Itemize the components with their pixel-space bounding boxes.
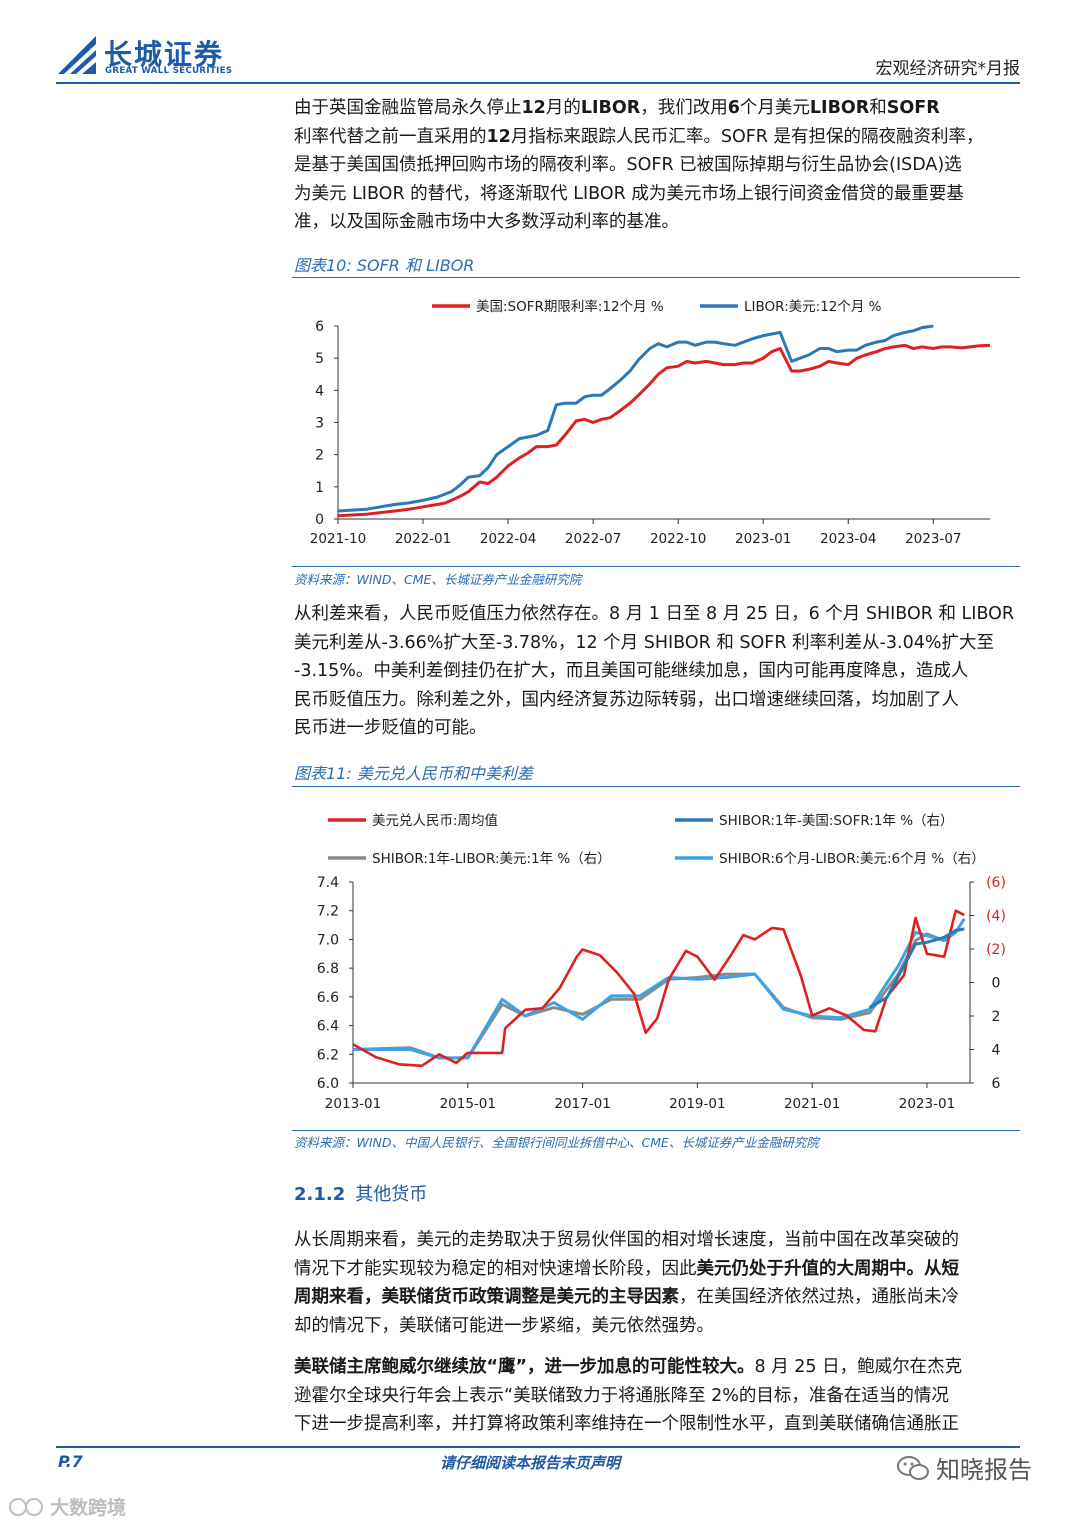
y-tick-label: 5 [315, 351, 324, 367]
y-tick-label: 1 [315, 480, 324, 496]
legend-label: 美国:SOFR期限利率:12个月 % [476, 298, 664, 315]
figure-11-source: 资料来源：WIND、中国人民银行、全国银行间同业拆借中心、CME、长城证券产业金… [294, 1135, 819, 1150]
y-tick-label: 3 [315, 416, 324, 432]
legend-label: SHIBOR:6个月-LIBOR:美元:6个月 %（右） [719, 851, 985, 867]
x-tick-label: 2013-01 [325, 1096, 381, 1112]
x-tick-label: 2021-01 [784, 1096, 840, 1112]
right-tick-label: 6 [992, 1076, 1001, 1092]
left-tick-label: 6.6 [317, 990, 339, 1006]
wechat-name: 知晓报告 [936, 1456, 1032, 1484]
paragraph-libor-replacement: 由于英国金融监管局永久停止12月的LIBOR，我们改用6个月美元LIBOR和SO… [294, 98, 984, 232]
logo-en: GREAT WALL SECURITIES [105, 66, 233, 76]
line-shibor-libor-1y [352, 929, 957, 1060]
footer-rule [56, 1446, 1020, 1448]
x-tick-label: 2022-04 [480, 531, 536, 547]
legend-label: SHIBOR:1年-LIBOR:美元:1年 %（右） [372, 851, 611, 867]
x-tick-label: 2021-10 [310, 531, 366, 547]
x-tick-label: 2023-04 [820, 531, 876, 547]
page-number: P.7 [58, 1452, 83, 1471]
left-tick-label: 6.4 [317, 1019, 339, 1035]
right-tick-label: (2) [986, 942, 1006, 958]
y-tick-label: 0 [315, 512, 324, 528]
series-line-sofr [337, 343, 991, 518]
legend-label: 美元兑人民币:周均值 [372, 813, 498, 829]
chart-usdcny-spread: 6.0 6.2 6.4 6.6 6.8 7.0 7.2 7.4 (6) (4) (2) 0 2 4 6 201… [317, 813, 1006, 1112]
legend-label: LIBOR:美元:12个月 % [744, 299, 882, 315]
left-tick-label: 7.4 [317, 875, 339, 891]
left-tick-label: 6.2 [317, 1047, 339, 1063]
figure-11-title: 图表11: 美元兑人民币和中美利差 [294, 764, 533, 783]
x-tick-label: 2022-07 [565, 531, 621, 547]
figure-10-top-rule [292, 277, 1020, 278]
right-tick-label: 4 [992, 1043, 1001, 1059]
line-shibor-sofr-1y [868, 927, 965, 1009]
paragraph-long-cycle: 从长周期来看，美元的走势取决于贸易伙伴国的相对增长速度，当前中国在改革突破的 情… [294, 1230, 959, 1336]
paragraph-spread: 从利差来看，人民币贬值压力依然存在。8 月 1 日至 8 月 25 日，6 个月… [294, 604, 1015, 738]
legend-label: SHIBOR:1年-美国:SOFR:1年 %（右） [719, 813, 954, 829]
x-tick-label: 2017-01 [554, 1096, 610, 1112]
left-tick-label: 7.2 [317, 904, 339, 920]
x-tick-label: 2023-01 [899, 1096, 955, 1112]
left-tick-label: 6.0 [317, 1076, 339, 1092]
wechat-badge: 知晓报告 [896, 1450, 1032, 1485]
x-tick-label: 2019-01 [669, 1096, 725, 1112]
paragraph-powell: 美联储主席鲍威尔继续放“鹰”，进一步加息的可能性较大。8 月 25 日，鲍威尔在… [294, 1357, 963, 1434]
watermark-logo-icon [9, 1497, 43, 1516]
line-usdcny [352, 909, 965, 1068]
figure-11-top-rule [292, 786, 1020, 787]
left-tick-label: 6.8 [317, 961, 339, 977]
right-tick-label: 2 [992, 1009, 1001, 1025]
watermark-text: 大数跨境 [50, 1497, 127, 1519]
series-line-libor [337, 324, 934, 513]
x-tick-label: 2023-01 [735, 531, 791, 547]
right-tick-label: (6) [986, 875, 1006, 891]
y-tick-label: 6 [315, 319, 324, 335]
footer-notice: 请仔细阅读本报告末页声明 [440, 1454, 621, 1472]
line-shibor-libor-6m [353, 917, 966, 1060]
right-tick-label: (4) [986, 909, 1006, 925]
watermark: 大数跨境 [8, 1493, 126, 1520]
logo-cn: 长城证券 [104, 38, 225, 71]
figure-10-bottom-rule [292, 566, 1020, 567]
y-tick-label: 2 [315, 448, 324, 464]
x-tick-label: 2023-07 [905, 531, 961, 547]
header-rule [56, 82, 1020, 84]
x-tick-label: 2022-10 [650, 531, 706, 547]
chart-sofr-libor: 0 1 2 3 4 5 6 2021-10 2022-01 2022-04 2022-07 2022-… [310, 298, 991, 547]
figure-10-source: 资料来源：WIND、CME、长城证券产业金融研究院 [294, 572, 582, 587]
x-tick-label: 2015-01 [440, 1096, 496, 1112]
right-tick-label: 0 [992, 976, 1001, 992]
report-type: 宏观经济研究*月报 [875, 59, 1021, 79]
y-tick-label: 4 [315, 383, 324, 399]
wechat-icon [897, 1455, 929, 1480]
left-tick-label: 7.0 [317, 932, 339, 948]
section-heading: 2.1.2 其他货币 [294, 1184, 428, 1205]
figure-11-bottom-rule [292, 1130, 1020, 1131]
great-wall-logo-icon [58, 36, 96, 74]
figure-10-title: 图表10: SOFR 和 LIBOR [294, 256, 475, 275]
x-tick-label: 2022-01 [395, 531, 451, 547]
